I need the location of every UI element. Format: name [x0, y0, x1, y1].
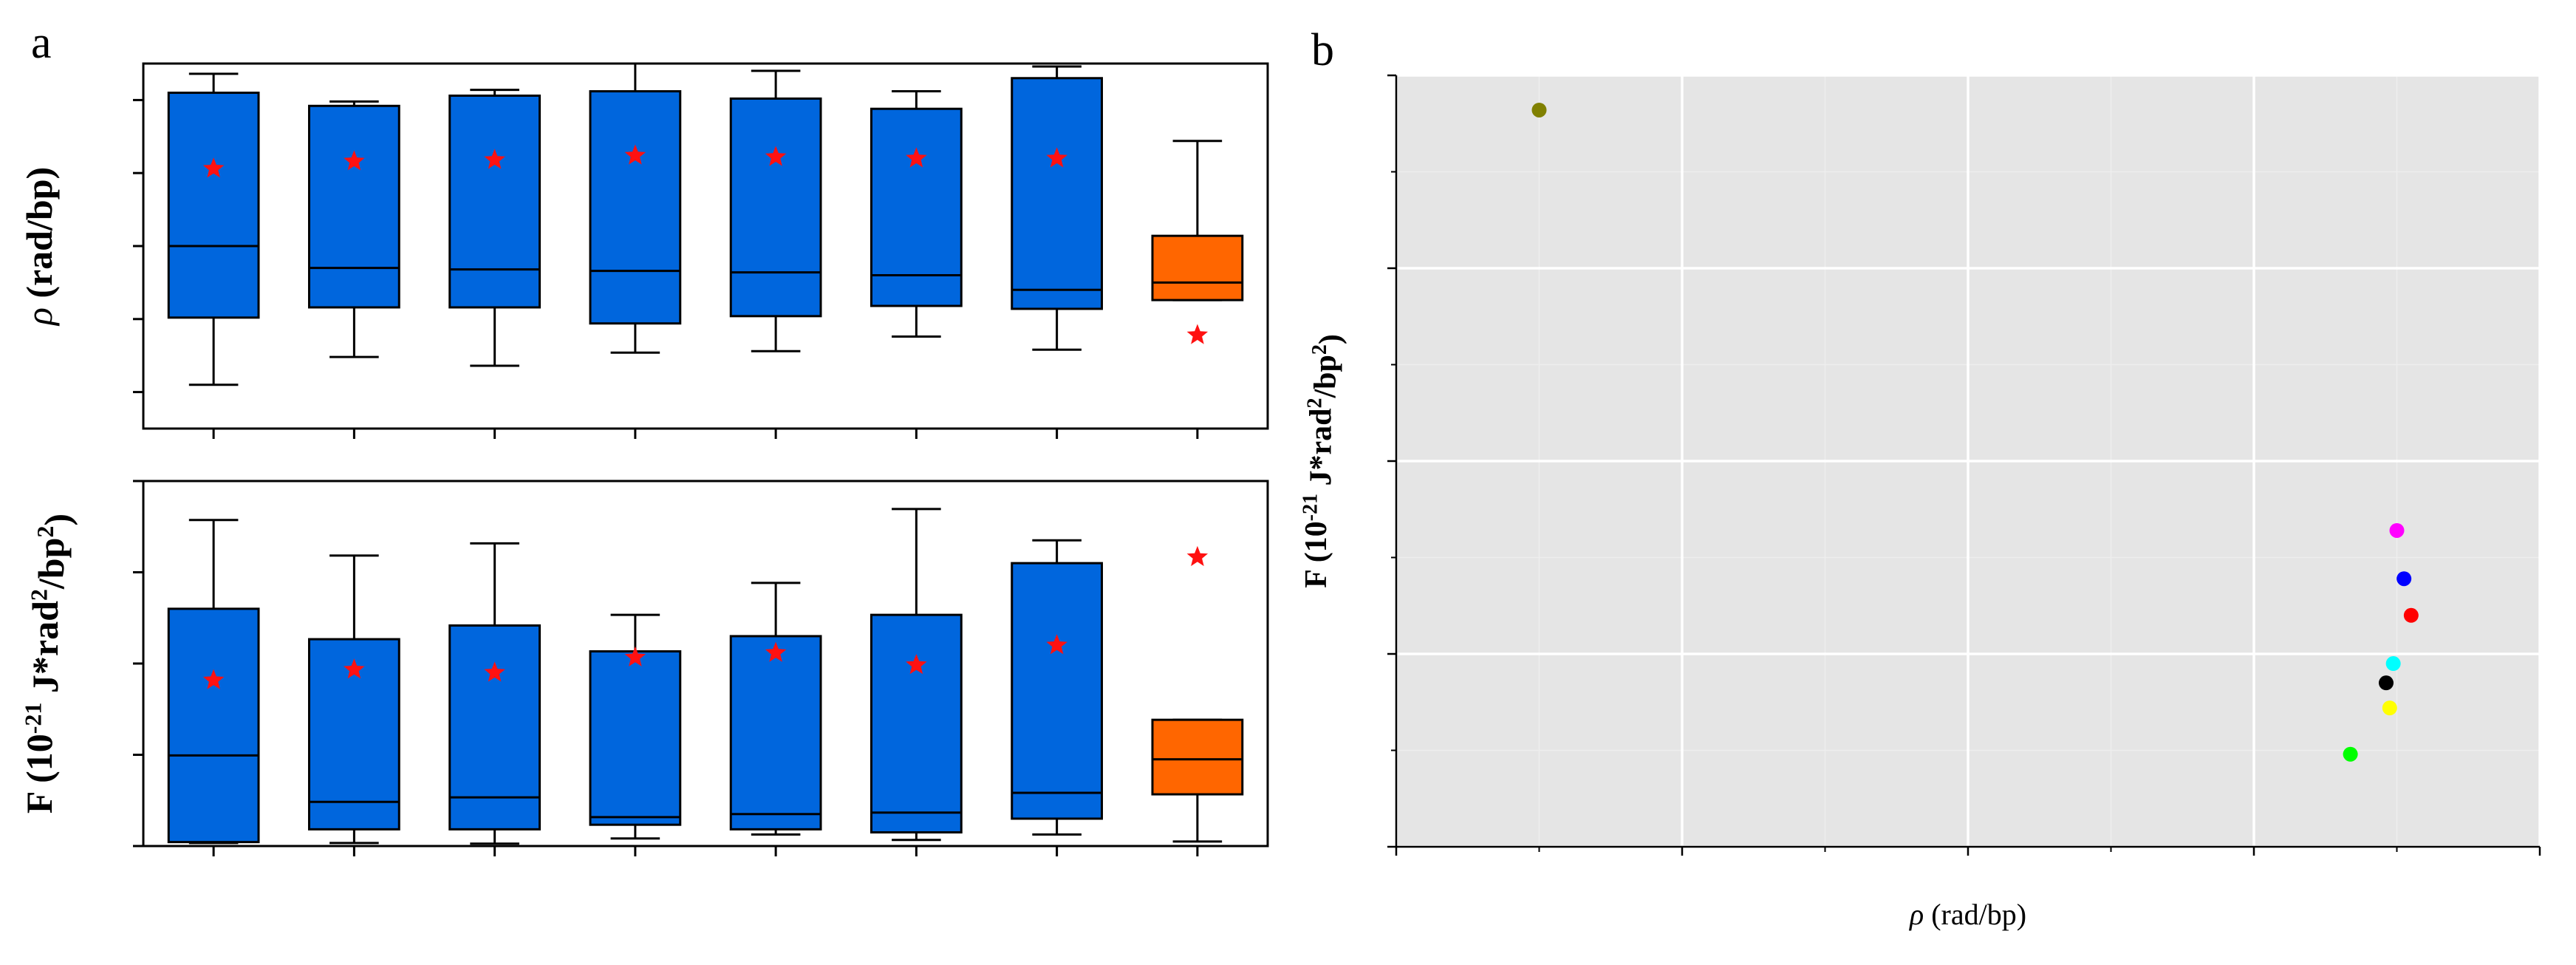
- ylabel-superscript: 2: [1304, 398, 1327, 408]
- mean-star: [202, 669, 225, 689]
- box-355d: [448, 624, 541, 831]
- ylabel-superscript: 2: [32, 526, 58, 538]
- box-2bna: [167, 92, 260, 319]
- mean-star: [202, 157, 225, 178]
- mean-star: [344, 150, 365, 171]
- box-1jgr: [589, 90, 682, 325]
- y-axis-unit: (rad/bp): [18, 167, 60, 307]
- panel-label-a: a: [31, 18, 52, 68]
- ylabel-part: ): [1313, 334, 1347, 344]
- point-355d: [2382, 700, 2397, 716]
- mean-star: [906, 654, 927, 675]
- point-8f2w: [2385, 656, 2401, 672]
- box-8f2w: [870, 613, 963, 833]
- box-zdna: [1151, 718, 1244, 796]
- point-1fq2: [2378, 675, 2394, 691]
- ylabel-part: J*rad: [24, 601, 66, 703]
- point-1jgr: [2403, 607, 2419, 623]
- box-8f2w: [870, 107, 963, 307]
- ylabel-part: /bp: [30, 538, 72, 590]
- ylabel-part: F (10: [18, 734, 60, 814]
- y-axis-symbol: ρ: [18, 307, 60, 327]
- mean-star: [1046, 634, 1067, 655]
- mean-star: [765, 146, 787, 166]
- box-1jgr: [589, 650, 682, 826]
- f-box-plot: F (10-21 J*rad2/bp2): [18, 480, 1269, 856]
- box-113d: [1011, 562, 1104, 820]
- ylabel-part: ): [36, 514, 78, 526]
- box-113d: [1011, 77, 1104, 310]
- mean-star: [1186, 324, 1209, 344]
- y-axis-label: F (10-21 J*rad2/bp2): [18, 514, 78, 814]
- y-axis-label: ρ (rad/bp): [18, 167, 60, 327]
- x-axis-symbol: ρ: [1908, 898, 1924, 931]
- mean-star: [765, 641, 787, 662]
- ylabel-part: J*rad: [1304, 408, 1338, 494]
- y-axis-label: F (10-21 J*rad2/bp2): [1299, 334, 1347, 588]
- mean-star: [484, 149, 505, 169]
- mean-star: [624, 646, 646, 666]
- box-355d: [448, 94, 541, 309]
- ylabel-superscript: -21: [1299, 494, 1322, 521]
- point-7rqt: [2396, 571, 2412, 587]
- box-zdna: [1151, 234, 1244, 301]
- rho-f-scatter-plot: ρ (rad/bp)F (10-21 J*rad2/bp2): [1299, 74, 2541, 931]
- ylabel-part: F (10: [1299, 521, 1333, 588]
- x-axis-label: ρ (rad/bp): [1908, 898, 2026, 931]
- point-2bna: [2343, 746, 2358, 762]
- mean-star: [624, 144, 646, 165]
- point-113d: [2389, 522, 2405, 538]
- mean-star: [906, 147, 927, 168]
- mean-star: [344, 658, 365, 679]
- box-2bna: [167, 607, 260, 844]
- rho-box-plot: ρ (rad/bp): [18, 62, 1269, 439]
- box-7rqt: [729, 635, 822, 831]
- box-1fq2: [307, 104, 400, 309]
- mean-star: [484, 661, 505, 682]
- mean-star: [1046, 147, 1067, 168]
- ylabel-superscript: -21: [20, 703, 47, 734]
- ylabel-superscript: 2: [1308, 344, 1331, 355]
- point-zdna: [1531, 102, 1547, 117]
- panel-label-b: b: [1311, 25, 1334, 75]
- ylabel-superscript: 2: [26, 589, 52, 601]
- box-7rqt: [729, 97, 822, 318]
- mean-star: [1186, 545, 1209, 567]
- x-axis-unit: (rad/bp): [1924, 898, 2026, 931]
- ylabel-part: /bp: [1309, 355, 1343, 398]
